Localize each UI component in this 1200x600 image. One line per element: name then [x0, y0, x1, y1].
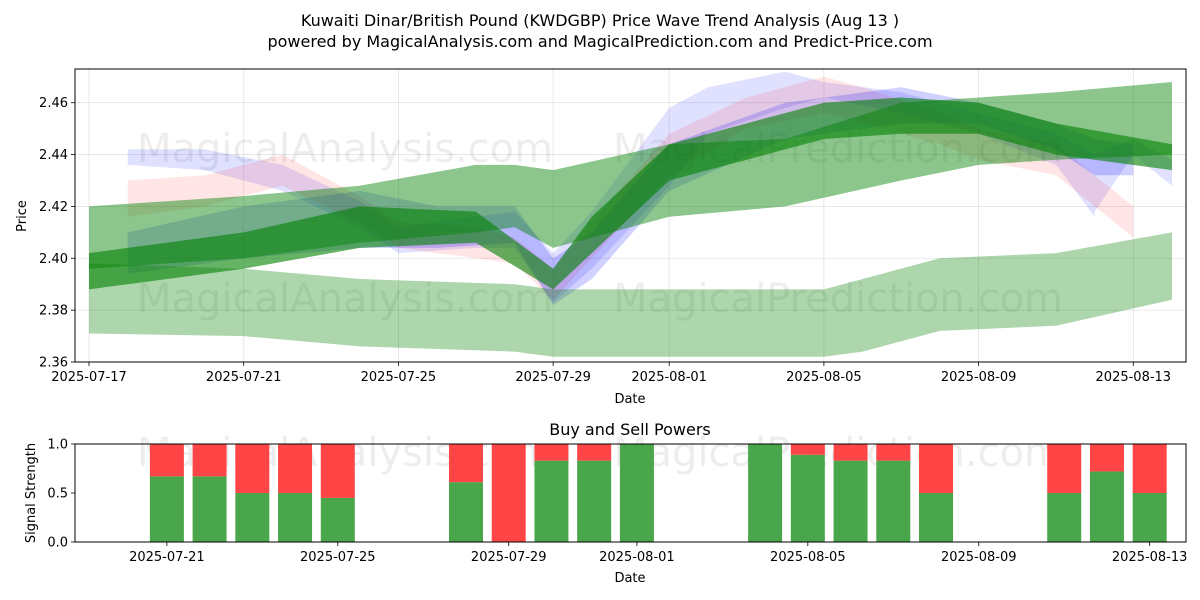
sell-bar [790, 444, 825, 455]
buy-bar [876, 460, 911, 542]
buy-bar [320, 497, 355, 542]
buy-bar [149, 476, 184, 542]
buy-sell-x-axis-label: Date [614, 571, 645, 586]
sell-bar [320, 444, 355, 498]
buy-bar [919, 493, 954, 542]
sell-bar [876, 444, 911, 461]
x-tick-label: 2025-08-13 [1096, 370, 1172, 385]
sell-bar [919, 444, 954, 493]
y-tick-label: 2.42 [39, 200, 68, 215]
y-tick-label: 2.44 [39, 148, 68, 163]
wave-band-4 [89, 97, 1172, 290]
sell-bar [278, 444, 313, 493]
sell-bar [491, 444, 526, 542]
x-tick-label: 2025-07-21 [206, 370, 282, 385]
chart-title: Kuwaiti Dinar/British Pound (KWDGBP) Pri… [301, 11, 899, 30]
sell-bar [1089, 444, 1124, 472]
buy-bar [1132, 493, 1167, 542]
y-tick-label: 2.46 [39, 96, 68, 111]
y-tick-label: 0.0 [47, 536, 68, 551]
sell-bar [235, 444, 270, 493]
x-tick-label: 2025-08-05 [786, 370, 862, 385]
watermark-magical-analysis: MagicalAnalysis.com [137, 126, 553, 172]
buy-sell-y-ticks: 0.0 0.5 1.0 [47, 438, 75, 551]
price-y-ticks: 2.36 2.38 2.40 2.42 2.44 2.46 [39, 96, 75, 371]
sell-bar [1047, 444, 1082, 493]
y-tick-label: 0.5 [47, 487, 68, 502]
buy-bar [235, 493, 270, 542]
price-wave-bands [89, 71, 1173, 357]
y-tick-label: 2.38 [39, 304, 68, 319]
x-tick-label: 2025-07-21 [129, 550, 205, 565]
watermark-magical-prediction: MagicalPrediction.com [613, 276, 1063, 322]
x-tick-label: 2025-07-29 [515, 370, 591, 385]
x-tick-label: 2025-08-13 [1112, 550, 1188, 565]
buy-sell-y-axis-label: Signal Strength [24, 443, 39, 543]
buy-bar [619, 444, 654, 542]
x-tick-label: 2025-08-09 [941, 550, 1017, 565]
buy-sell-chart: Buy and Sell Powers MagicalAnalysis.com … [24, 420, 1187, 586]
sell-bar [192, 444, 227, 477]
x-tick-label: 2025-08-05 [770, 550, 846, 565]
watermark-magical-analysis: MagicalAnalysis.com [137, 276, 553, 322]
buy-sell-title: Buy and Sell Powers [549, 420, 711, 439]
buy-bar [278, 493, 313, 542]
wave-band-5 [89, 232, 1172, 357]
x-tick-label: 2025-07-17 [51, 370, 127, 385]
price-watermarks: MagicalAnalysis.com MagicalPrediction.co… [137, 126, 1063, 322]
buy-bar [577, 460, 612, 542]
buy-bar [534, 460, 569, 542]
buy-bar [1089, 471, 1124, 542]
buy-bar [448, 482, 483, 542]
x-tick-label: 2025-07-25 [300, 550, 376, 565]
buy-bar [833, 460, 868, 542]
buy-sell-x-ticks: 2025-07-21 2025-07-25 2025-07-29 2025-08-01… [129, 542, 1187, 565]
price-wave-chart: MagicalAnalysis.com MagicalPrediction.co… [15, 68, 1187, 407]
price-x-ticks: 2025-07-17 2025-07-21 2025-07-25 2025-07-29… [51, 362, 1171, 385]
buy-sell-bars [149, 444, 1167, 542]
price-y-axis-label: Price [15, 200, 30, 232]
x-tick-label: 2025-08-09 [941, 370, 1017, 385]
sell-bar [534, 444, 569, 461]
x-tick-label: 2025-07-29 [471, 550, 547, 565]
x-tick-label: 2025-07-25 [361, 370, 437, 385]
buy-bar [790, 454, 825, 542]
buy-bar [1047, 493, 1082, 542]
y-tick-label: 2.36 [39, 356, 68, 371]
x-tick-label: 2025-08-01 [599, 550, 675, 565]
y-tick-label: 2.40 [39, 252, 68, 267]
sell-bar [833, 444, 868, 461]
sell-bar [149, 444, 184, 477]
price-x-axis-label: Date [614, 392, 645, 407]
sell-bar [577, 444, 612, 461]
buy-bar [192, 476, 227, 542]
sell-bar [448, 444, 483, 483]
buy-bar [748, 444, 783, 542]
x-tick-label: 2025-08-01 [631, 370, 707, 385]
sell-bar [1132, 444, 1167, 493]
chart-subtitle: powered by MagicalAnalysis.com and Magic… [267, 32, 932, 51]
y-tick-label: 1.0 [47, 438, 68, 453]
